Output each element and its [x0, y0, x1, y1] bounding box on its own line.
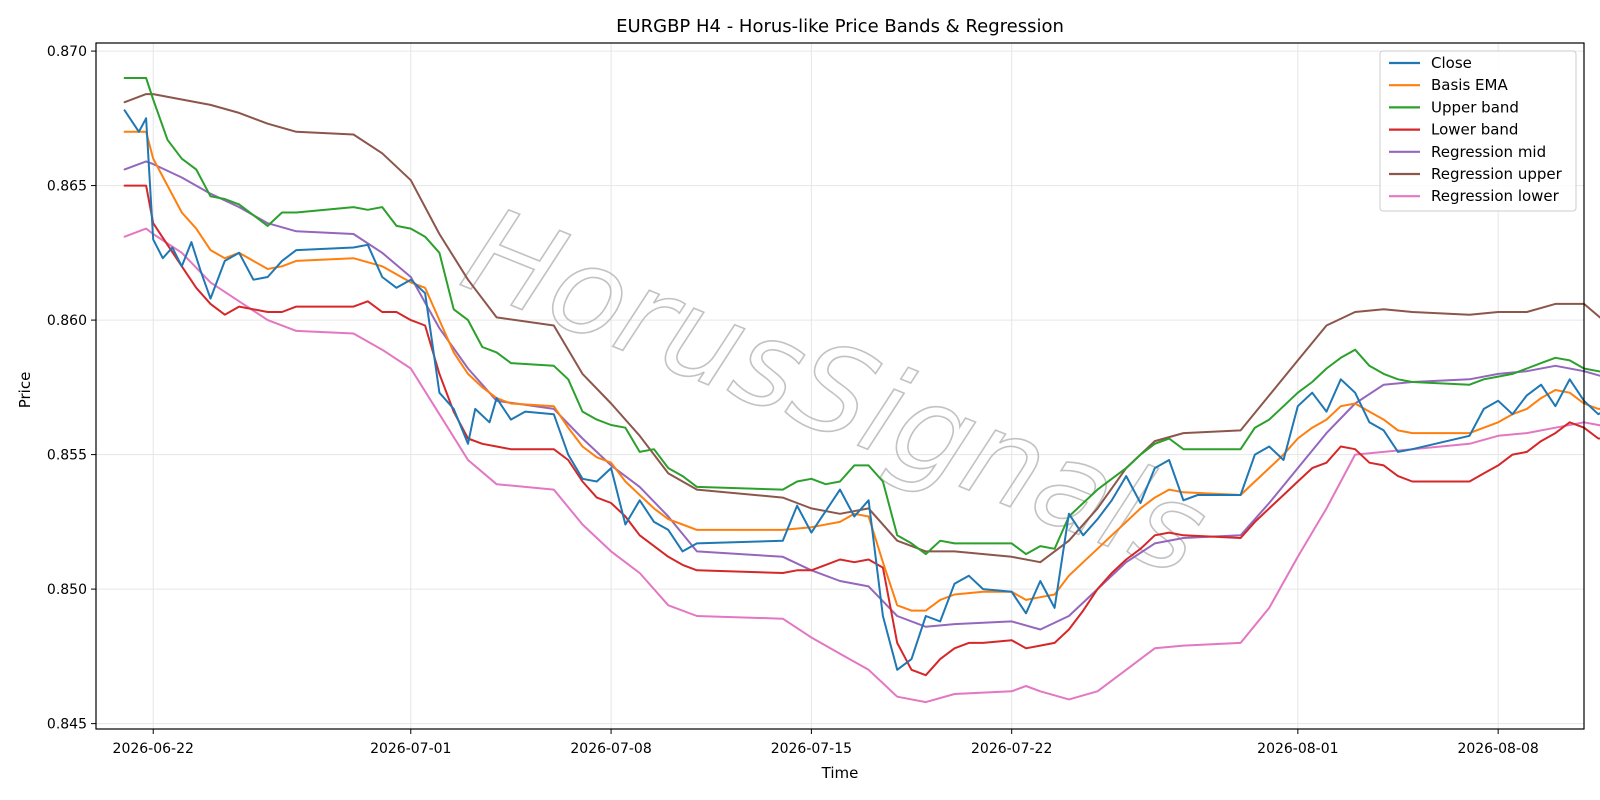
legend-label: Basis EMA — [1431, 76, 1508, 94]
legend-label: Regression mid — [1431, 143, 1546, 161]
legend-label: Regression upper — [1431, 165, 1563, 183]
series-line-regression-lower — [123, 227, 1600, 704]
legend-label: Lower band — [1431, 121, 1518, 139]
legend: Close Basis EMA Upper band Lower band Regres… — [1379, 50, 1577, 212]
series-line-regression-upper — [123, 93, 1600, 564]
legend-label: Close — [1431, 54, 1472, 72]
legend-label: Regression lower — [1431, 187, 1560, 205]
series-line-lower-band — [123, 184, 1600, 677]
legend-label: Upper band — [1431, 98, 1519, 116]
y-tick-label: 0.860 — [47, 313, 87, 329]
x-tick-label: 2026-07-15 — [771, 741, 852, 757]
series-line-basis-ema — [123, 130, 1600, 612]
plot-frame — [95, 42, 1585, 730]
x-axis-title: Time — [821, 764, 859, 782]
series-line-upper-band — [123, 77, 1600, 556]
y-tick-label: 0.865 — [47, 179, 87, 195]
x-axis: 2026-06-22 2026-07-01 2026-07-08 2026-07-15… — [113, 729, 1539, 757]
y-tick-label: 0.870 — [47, 44, 87, 60]
y-axis-title: Price — [16, 372, 34, 409]
x-tick-label: 2026-07-08 — [570, 741, 651, 757]
x-tick-label: 2026-08-08 — [1457, 741, 1538, 757]
series-line-close — [123, 109, 1600, 671]
y-tick-label: 0.855 — [47, 448, 87, 464]
y-tick-label: 0.850 — [47, 582, 87, 598]
x-tick-label: 2026-08-01 — [1257, 741, 1338, 757]
x-tick-label: 2026-07-01 — [370, 741, 451, 757]
y-axis: 0.845 0.850 0.855 0.860 0.865 0.870 — [47, 44, 96, 733]
x-tick-label: 2026-07-22 — [971, 741, 1052, 757]
chart-title: EURGBP H4 - Horus-like Price Bands & Reg… — [616, 16, 1064, 37]
x-tick-label: 2026-06-22 — [113, 741, 194, 757]
series-layer — [123, 77, 1600, 704]
y-tick-label: 0.845 — [47, 717, 87, 733]
legend-box — [1379, 50, 1577, 212]
